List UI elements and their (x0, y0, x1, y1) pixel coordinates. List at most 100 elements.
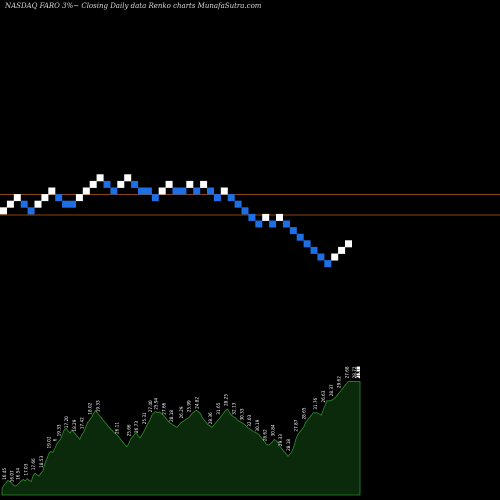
volume-label: 28.18 (286, 439, 291, 451)
volume-label: 25.94 (154, 397, 159, 409)
volume-label: 28.18 (169, 410, 174, 422)
volume-label: 17.66 (31, 458, 36, 470)
volume-label: 19.33 (95, 400, 100, 412)
renko-brick-down (248, 213, 256, 221)
volume-label: 29.62 (337, 376, 342, 388)
volume-label: 32.13 (232, 402, 237, 414)
renko-brick-down (269, 220, 277, 228)
volume-label: 25.50 (356, 366, 361, 378)
volume-label: 26.17 (356, 366, 361, 378)
renko-brick-up (34, 200, 42, 208)
renko-brick-up (165, 180, 173, 188)
volume-label: 27.40 (148, 400, 153, 412)
renko-brick-down (317, 253, 325, 261)
renko-brick-down (310, 246, 318, 254)
volume-label: 30.19 (255, 419, 260, 431)
volume-label: 6 (53, 438, 58, 441)
volume-label: 27.87 (294, 419, 299, 431)
renko-brick-up (345, 240, 352, 248)
volume-label: 23.86 (356, 366, 361, 378)
renko-brick-up (158, 187, 166, 195)
volume-label: 24.82 (195, 397, 200, 409)
volume-label: 24.87 (356, 366, 361, 378)
renko-brick-down (151, 194, 159, 202)
volume-label: 29.33 (278, 434, 283, 446)
volume-label: 19.02 (47, 436, 52, 448)
renko-brick-down (303, 240, 311, 248)
renko-brick-down (234, 200, 242, 208)
volume-label: 18.53 (39, 455, 44, 467)
volume-label: 31.26 (356, 366, 361, 378)
renko-brick-down (241, 207, 249, 215)
volume-label: 28.65 (302, 407, 307, 419)
volume-label: 30.84 (270, 424, 275, 436)
renko-brick-down (255, 220, 263, 228)
volume-label: 31.48 (356, 366, 361, 378)
renko-brick-down (296, 233, 304, 241)
renko-brick-down (179, 187, 187, 195)
volume-label: 31.76 (313, 397, 318, 409)
renko-brick-up (96, 174, 104, 182)
volume-label: 26.73 (134, 421, 139, 433)
renko-brick-down (207, 187, 214, 195)
renko-brick-down (69, 200, 76, 208)
renko-brick-down (289, 227, 297, 235)
renko-brick-up (124, 174, 132, 182)
volume-label: 16.54 (16, 468, 21, 480)
renko-brick-down (27, 207, 35, 215)
volume-label: 27.68 (344, 366, 349, 378)
renko-brick-up (331, 253, 339, 261)
renko-brick-down (138, 187, 145, 195)
renko-brick-up (75, 194, 83, 202)
volume-label: 18.29 (72, 419, 77, 431)
renko-brick-up (89, 180, 97, 188)
volume-label: 17.42 (80, 417, 85, 429)
renko-brick-down (62, 200, 70, 208)
renko-brick-down (55, 194, 63, 202)
volume-label: 32.03 (247, 414, 252, 426)
renko-brick-down (227, 194, 235, 202)
volume-label: 31.44 (356, 366, 361, 378)
renko-brick-down (20, 200, 28, 208)
volume-label: 16.07 (10, 470, 15, 482)
volume-label: 24.44 (356, 366, 361, 378)
volume-labels: 16.45 16.07 16.54 17.03 17.66 18.53 19.02 6 19.3… (2, 366, 361, 482)
volume-label: 26.29 (179, 406, 184, 418)
volume-label: 32.12 (356, 366, 361, 378)
renko-brick-up (6, 200, 14, 208)
renko-brick-up (117, 180, 125, 188)
renko-brick-up (200, 180, 208, 188)
renko-brick-up (186, 180, 194, 188)
renko-brick-down (103, 180, 111, 188)
renko-brick-up (276, 213, 283, 221)
volume-label: 30.68 (356, 366, 361, 378)
volume-label: 30.33 (239, 408, 244, 420)
volume-label: 16.45 (2, 468, 7, 480)
renko-brick-up (0, 207, 7, 215)
volume-label: 34.21 (356, 366, 361, 378)
renko-brick-up (262, 213, 270, 221)
volume-label: 31.65 (216, 402, 221, 414)
volume-label: 26.14 (356, 366, 361, 378)
volume-label: 28.72 (352, 366, 357, 378)
volume-label: 26.11 (115, 422, 120, 434)
volume-area (1, 381, 361, 496)
renko-bricks (0, 174, 352, 268)
renko-brick-down (324, 260, 332, 268)
renko-brick-down (110, 187, 118, 195)
volume-label: 25.31 (142, 412, 147, 424)
volume-label: 17.03 (23, 463, 28, 475)
renko-brick-up (41, 194, 49, 202)
volume-label: 18.02 (88, 402, 93, 414)
renko-brick-up (220, 187, 228, 195)
volume-label: 28.36 (208, 412, 213, 424)
renko-brick-down (213, 194, 221, 202)
volume-area-path (1, 381, 361, 496)
volume-label: 32.48 (356, 366, 361, 378)
volume-label: 19.33 (56, 424, 61, 436)
renko-brick-up (338, 246, 346, 254)
renko-brick-down (193, 187, 201, 195)
renko-brick-up (13, 194, 21, 202)
volume-label: 28.25 (224, 394, 229, 406)
